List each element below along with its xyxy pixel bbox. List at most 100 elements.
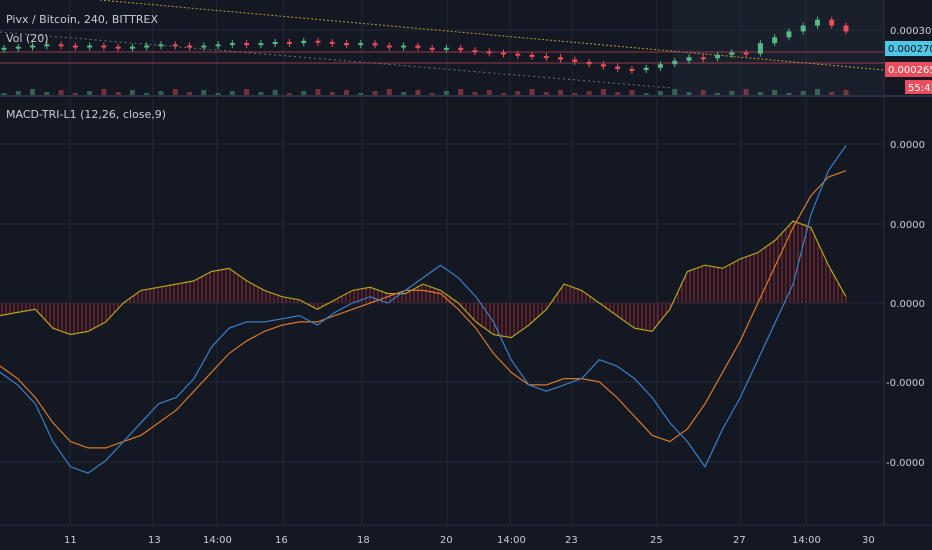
candle-body (386, 45, 392, 48)
candle-body (500, 52, 506, 55)
time-axis: 11 13 14:00 16 18 20 14:00 23 25 27 14:0… (64, 535, 875, 546)
time-tick-label: 11 (64, 535, 77, 546)
symbol-title[interactable]: Pivx / Bitcoin, 240, BITTREX (6, 13, 158, 26)
volume-bar (401, 92, 407, 95)
signal-line (0, 170, 847, 449)
volume-bar (72, 93, 78, 95)
volume-bar (458, 89, 464, 95)
volume-bar (229, 91, 235, 95)
candle-body (657, 64, 663, 68)
candle-body (72, 45, 78, 48)
volume-bar (201, 90, 207, 95)
volume-bar (272, 90, 278, 95)
time-tick-label: 20 (440, 535, 453, 546)
volume-bar (301, 91, 307, 95)
candle-body (443, 47, 449, 50)
candle-body (30, 45, 36, 48)
volume-bar (172, 89, 178, 95)
candle-body (358, 43, 364, 46)
volume-bar (344, 90, 350, 95)
candle-body (572, 59, 578, 62)
volume-bar (15, 91, 21, 95)
time-tick-label: 18 (357, 535, 370, 546)
volume-bar (543, 92, 549, 95)
volume-bar (529, 89, 535, 95)
candle-body (87, 45, 93, 48)
volume-bar (158, 91, 164, 95)
volume-bar (700, 90, 706, 95)
candle-body (814, 19, 820, 26)
macd-pane (0, 145, 847, 474)
last-price-tag (885, 41, 932, 56)
candle-body (672, 60, 678, 65)
volume-bar (814, 89, 820, 95)
volume-bar (429, 93, 435, 95)
candle-body (272, 41, 278, 44)
volume-bar (58, 90, 64, 95)
candle-body (515, 53, 521, 56)
volume-bar (144, 93, 150, 95)
volume-bar (500, 93, 506, 95)
price-pane (0, 0, 885, 95)
candle-body (301, 40, 307, 44)
candle-body (743, 52, 749, 55)
candle-body (729, 52, 735, 55)
candle-body (415, 45, 421, 48)
candle-body (401, 45, 407, 48)
volume-bar (572, 93, 578, 95)
candle-body (529, 54, 535, 57)
candle-body (429, 47, 435, 50)
candle-body (144, 45, 150, 48)
price-tick-label: 0.00030000 (890, 26, 932, 37)
descending-trendline (99, 0, 885, 71)
volume-bar (44, 92, 50, 95)
candle-body (629, 68, 635, 71)
volume-bar (87, 91, 93, 95)
candle-body (215, 44, 221, 47)
volume-label[interactable]: Vol (20) (6, 32, 49, 45)
time-tick-label: 16 (275, 535, 288, 546)
histogram-bars (1, 221, 847, 338)
volume-bar (800, 91, 806, 95)
volume-bars (1, 89, 849, 95)
candle-body (244, 43, 250, 46)
time-tick-label: 14:00 (203, 535, 232, 546)
volume-bar (686, 92, 692, 95)
volume-bar (101, 89, 107, 95)
candle-body (757, 43, 763, 54)
candle-body (586, 61, 592, 65)
candle-body (158, 44, 164, 47)
indicator-title[interactable]: MACD-TRI-L1 (12,26, close,9) (6, 108, 166, 121)
candle-body (15, 46, 21, 49)
volume-bar (486, 90, 492, 95)
histogram-line (0, 220, 847, 339)
candle-body (486, 51, 492, 54)
candle-body (786, 31, 792, 38)
candle-body (843, 25, 849, 32)
candle-body (58, 44, 64, 47)
volume-bar (386, 89, 392, 95)
volume-bar (315, 89, 321, 95)
time-tick-label: 30 (862, 535, 875, 546)
macd-tick-label: 0.0000 (890, 140, 925, 151)
candle-body (372, 43, 378, 46)
volume-bar (657, 91, 663, 95)
volume-bar (829, 92, 835, 95)
volume-bar (586, 91, 592, 95)
candles (1, 16, 849, 74)
volume-bar (258, 92, 264, 95)
time-tick-label: 13 (148, 535, 161, 546)
candle-body (201, 45, 207, 48)
last-price-tag-label: 0.00027093 (888, 44, 932, 55)
time-tick-label: 27 (733, 535, 746, 546)
candle-body (772, 37, 778, 44)
volume-bar (30, 89, 36, 95)
volume-bar (443, 91, 449, 95)
red-level-tag (885, 62, 932, 77)
candle-body (258, 43, 264, 46)
volume-bar (729, 91, 735, 95)
volume-bar (843, 90, 849, 95)
price-pane-highlight (672, 0, 884, 95)
volume-bar (244, 89, 250, 95)
volume-bar (129, 90, 135, 95)
